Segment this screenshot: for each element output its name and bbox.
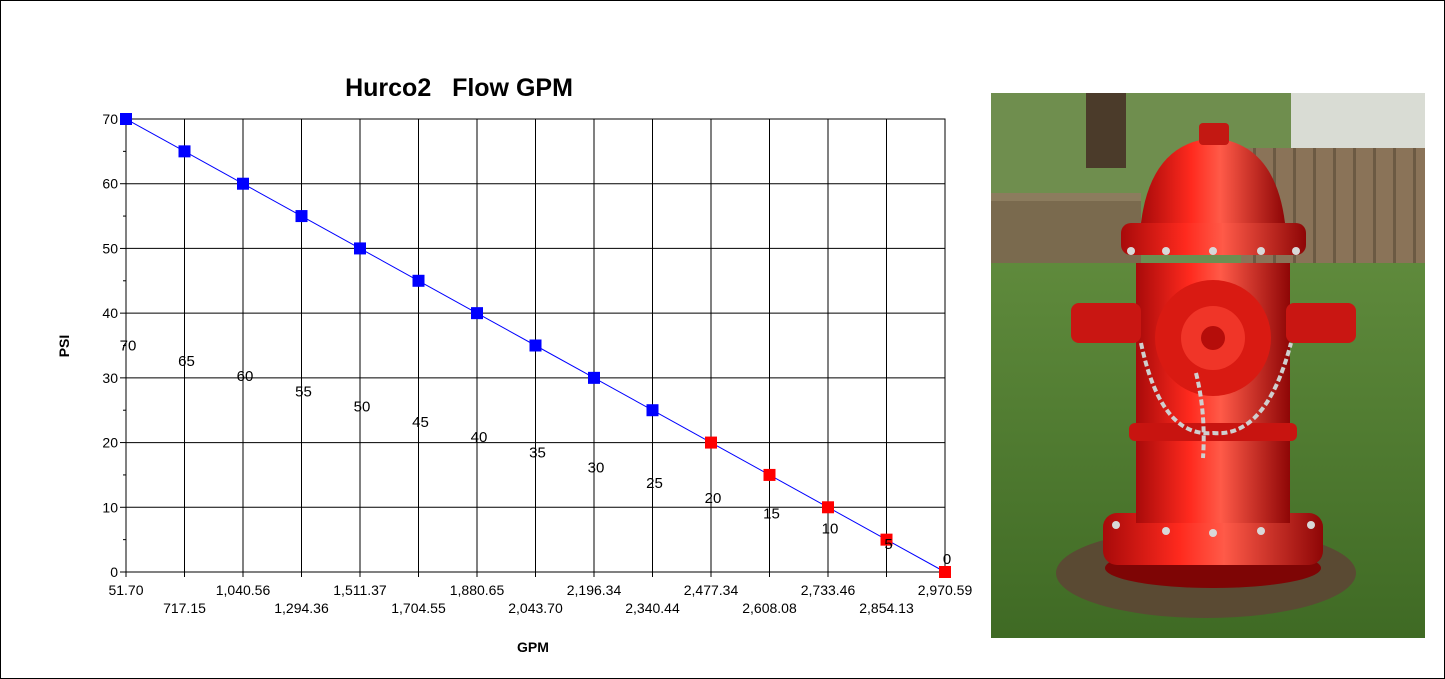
data-point-label: 50 [354, 399, 371, 416]
data-point-marker [178, 145, 191, 158]
y-axis-label: PSI [56, 335, 72, 358]
chart-title: Hurco2 Flow GPM [345, 74, 573, 102]
axis-ticks [120, 118, 946, 577]
y-tick-label: 40 [102, 305, 118, 321]
y-tick-label: 30 [102, 370, 118, 386]
x-tick-label: 2,608.08 [742, 600, 797, 616]
y-tick-label: 50 [102, 240, 118, 256]
data-point-marker [120, 113, 132, 125]
data-point-marker [529, 339, 542, 352]
x-tick-label: 2,043.70 [508, 600, 563, 616]
x-tick-label: 2,340.44 [625, 600, 680, 616]
x-tick-label: 717.15 [163, 600, 206, 616]
y-tick-label: 60 [102, 176, 118, 192]
data-point-label: 0 [943, 551, 951, 568]
x-tick-label: 1,040.56 [216, 582, 271, 598]
x-axis-label: GPM [517, 639, 549, 655]
x-tick-label: 2,196.34 [567, 582, 622, 598]
data-point-label: 30 [588, 460, 605, 477]
data-point-label: 45 [412, 414, 429, 431]
data-point-label: 35 [529, 444, 546, 461]
data-point-label: 65 [178, 353, 195, 370]
data-point-marker [354, 242, 366, 255]
data-point-marker [880, 533, 893, 546]
y-tick-label: 70 [102, 111, 118, 127]
y-tick-label: 10 [102, 499, 118, 515]
x-tick-label: 1,704.55 [391, 600, 446, 616]
data-point-marker [412, 274, 425, 287]
data-point-label: 70 [120, 338, 137, 355]
tick-label-group: 01020304050607051.70717.151,040.561,294.… [102, 111, 972, 616]
y-tick-label: 0 [110, 564, 118, 580]
data-point-marker [295, 210, 308, 223]
x-tick-label: 2,970.59 [918, 582, 973, 598]
data-point-label: 10 [822, 521, 839, 538]
psi-gpm-chart: Hurco2 Flow GPM PSI GPM 0102030405060705… [56, 74, 972, 655]
data-point-marker [822, 501, 834, 514]
data-point-label: 25 [646, 475, 663, 492]
x-tick-label: 1,511.37 [333, 582, 387, 598]
data-point-group [120, 113, 951, 578]
data-point-label: 55 [295, 383, 312, 400]
data-point-label: 60 [237, 368, 254, 385]
x-tick-label: 51.70 [108, 582, 143, 598]
y-tick-label: 20 [102, 435, 118, 451]
x-tick-label: 1,880.65 [450, 582, 505, 598]
chart-grid [125, 118, 946, 573]
data-point-marker [705, 436, 717, 449]
data-point-marker [646, 404, 659, 417]
x-tick-label: 2,854.13 [859, 600, 914, 616]
data-point-label: 20 [705, 490, 722, 507]
x-tick-label: 1,294.36 [274, 600, 329, 616]
data-point-label: 15 [763, 505, 780, 522]
data-point-marker [763, 468, 776, 481]
data-point-marker [588, 371, 600, 384]
x-tick-label: 2,733.46 [801, 582, 856, 598]
data-point-marker [939, 566, 951, 578]
data-point-marker [237, 177, 249, 190]
fire-hydrant-photo [991, 93, 1425, 638]
data-point-marker [471, 307, 483, 320]
data-point-label: 5 [884, 536, 892, 553]
data-point-label: 40 [471, 429, 488, 446]
x-tick-label: 2,477.34 [684, 582, 739, 598]
